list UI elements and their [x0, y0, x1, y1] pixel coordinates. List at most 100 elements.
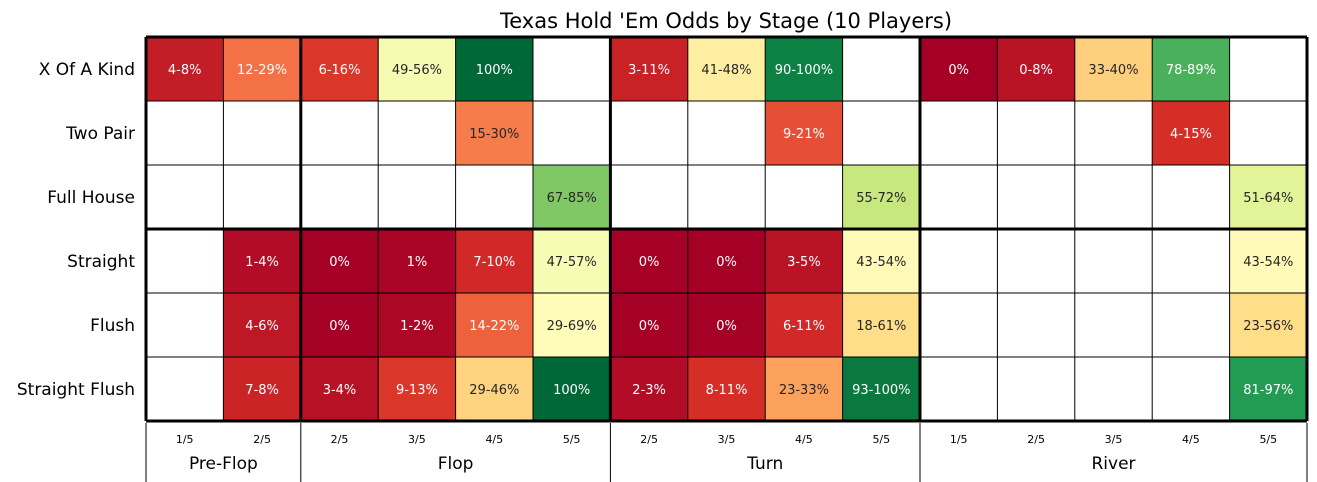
- cell-value-label: 55-72%: [856, 191, 906, 206]
- heatmap-cell: [378, 229, 456, 293]
- stage-label: Turn: [746, 454, 783, 474]
- heatmap-cell: [378, 101, 456, 165]
- cell-value-label: 4-6%: [245, 319, 279, 334]
- heatmap-cell: [223, 293, 301, 357]
- heatmap-cell: [533, 165, 611, 229]
- cell-value-label: 23-33%: [779, 383, 829, 398]
- heatmap-cell: [1152, 229, 1230, 293]
- heatmap-cell: [842, 357, 920, 421]
- column-label: 3/5: [1105, 433, 1123, 446]
- cell-value-label: 81-97%: [1243, 383, 1293, 398]
- heatmap-cell: [1074, 101, 1153, 165]
- heatmap-cell: [146, 229, 224, 293]
- heatmap-cell: [533, 357, 611, 421]
- cell-value-label: 43-54%: [856, 255, 906, 270]
- heatmap-cell: [765, 165, 843, 229]
- heatmap-cell: [610, 293, 688, 357]
- cell-value-label: 0%: [716, 255, 737, 270]
- column-label: 5/5: [872, 433, 890, 446]
- heatmap-cell: [687, 165, 766, 229]
- column-label: 4/5: [1182, 433, 1200, 446]
- heatmap-cell: [300, 101, 379, 165]
- cell-value-label: 0-8%: [1019, 63, 1053, 78]
- heatmap-cell: [455, 101, 533, 165]
- heatmap-cell: [378, 37, 456, 101]
- heatmap-cell: [1229, 37, 1307, 101]
- cell-value-label: 12-29%: [237, 63, 287, 78]
- heatmap-cell: [223, 101, 301, 165]
- heatmap-cell: [687, 37, 766, 101]
- heatmap-cell: [300, 357, 379, 421]
- heatmap-cell: [378, 293, 456, 357]
- column-label: 5/5: [563, 433, 581, 446]
- heatmap-cell: [610, 229, 688, 293]
- column-label: 2/5: [640, 433, 658, 446]
- column-label: 4/5: [795, 433, 813, 446]
- cell-value-label: 15-30%: [469, 127, 519, 142]
- cell-value-label: 14-22%: [469, 319, 519, 334]
- heatmap-cell: [1074, 293, 1153, 357]
- heatmap-cell: [687, 101, 766, 165]
- heatmap-cell: [1152, 37, 1230, 101]
- heatmap-cell: [300, 229, 379, 293]
- column-label: 1/5: [950, 433, 968, 446]
- heatmap-cell: [1152, 293, 1230, 357]
- cell-value-label: 43-54%: [1243, 255, 1293, 270]
- cell-value-label: 29-46%: [469, 383, 519, 398]
- heatmap-cell: [146, 37, 224, 101]
- column-label: 2/5: [331, 433, 349, 446]
- heatmap-cell: [455, 37, 533, 101]
- heatmap-cell: [610, 101, 688, 165]
- cell-value-label: 23-56%: [1243, 319, 1293, 334]
- heatmap-cell: [920, 229, 998, 293]
- cell-value-label: 67-85%: [547, 191, 597, 206]
- cell-value-label: 90-100%: [775, 63, 833, 78]
- heatmap-cell: [997, 101, 1075, 165]
- cell-value-label: 9-13%: [396, 383, 438, 398]
- heatmap-cell: [842, 101, 920, 165]
- heatmap-cell: [687, 293, 766, 357]
- row-label: X Of A Kind: [39, 60, 135, 80]
- heatmap-cell: [455, 357, 533, 421]
- row-label: Full House: [47, 188, 135, 208]
- heatmap-cell: [455, 293, 533, 357]
- heatmap-cell: [1229, 293, 1307, 357]
- cell-value-label: 78-89%: [1166, 63, 1216, 78]
- heatmap-cell: [223, 357, 301, 421]
- heatmap-cell: [1152, 165, 1230, 229]
- heatmap-cell: [687, 229, 766, 293]
- cell-value-label: 49-56%: [392, 63, 442, 78]
- heatmap-cell: [765, 229, 843, 293]
- heatmap-cell: [455, 229, 533, 293]
- heatmap-cell: [997, 37, 1075, 101]
- heatmap-cell: [1074, 37, 1153, 101]
- column-label: 3/5: [718, 433, 736, 446]
- column-label: 4/5: [485, 433, 503, 446]
- heatmap-cell: [455, 165, 533, 229]
- cell-value-label: 100%: [476, 63, 513, 78]
- heatmap-cell: [610, 37, 688, 101]
- stage-labels: Pre-Flop Flop Turn River: [145, 423, 1308, 482]
- heatmap-cell: [920, 357, 998, 421]
- cell-value-label: 51-64%: [1243, 191, 1293, 206]
- heatmap-cell: [300, 37, 379, 101]
- heatmap-cell: [842, 229, 920, 293]
- heatmap-cell: [997, 357, 1075, 421]
- column-labels: 1/5 2/5 2/5 3/5 4/5 5/5 2/5 3/5 4/5 5/5 1/5 2/5 3/5 4…: [176, 433, 1277, 446]
- cell-value-label: 0%: [716, 319, 737, 334]
- heatmap-cell: [1152, 357, 1230, 421]
- cell-value-label: 9-21%: [783, 127, 825, 142]
- cell-value-label: 3-5%: [787, 255, 821, 270]
- heatmap-cell: [610, 357, 688, 421]
- heatmap-cell: [997, 293, 1075, 357]
- cell-value-label: 6-11%: [783, 319, 825, 334]
- stage-label: Pre-Flop: [189, 454, 258, 474]
- row-label: Straight Flush: [17, 380, 135, 400]
- cell-value-label: 7-10%: [473, 255, 515, 270]
- cell-value-label: 4-8%: [168, 63, 202, 78]
- cell-value-label: 18-61%: [856, 319, 906, 334]
- cell-value-label: 7-8%: [245, 383, 279, 398]
- heatmap-cell: [765, 293, 843, 357]
- heatmap-cell: [920, 165, 998, 229]
